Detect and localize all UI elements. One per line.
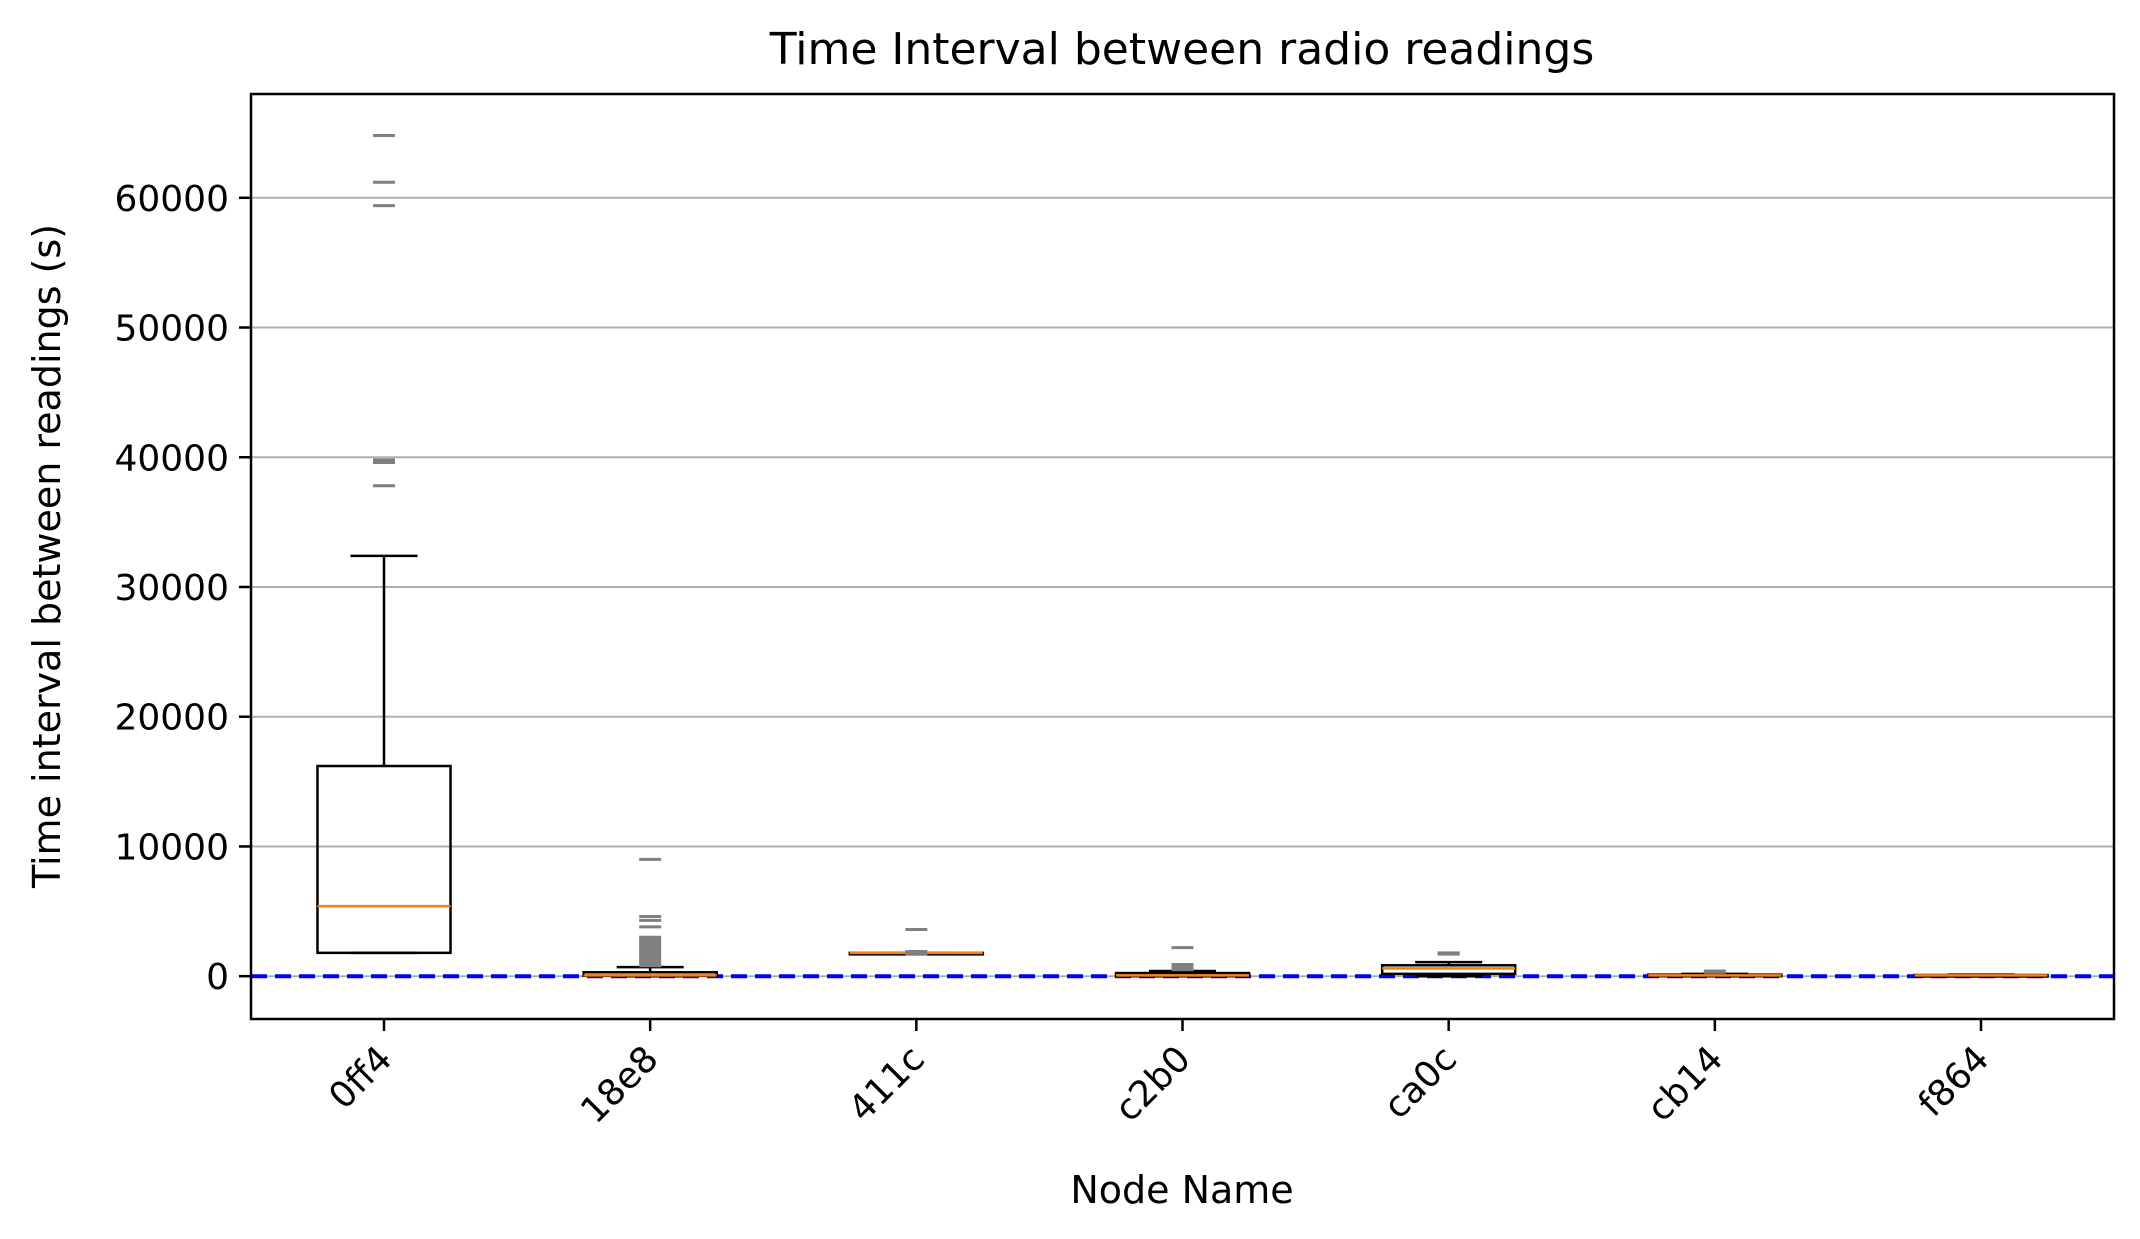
y-tick-label: 40000 <box>114 438 229 479</box>
y-axis-label: Time interval between readings (s) <box>25 224 69 889</box>
x-tick-label: 18e8 <box>573 1038 666 1131</box>
chart-title: Time Interval between radio readings <box>769 24 1595 75</box>
grid-lines <box>251 196 2114 978</box>
box-iqr <box>316 764 452 955</box>
box-cb14 <box>1647 969 1783 978</box>
y-tick-label: 60000 <box>114 179 229 220</box>
x-axis-label: Node Name <box>1070 1168 1293 1212</box>
box-series <box>316 134 2049 978</box>
y-tick-label: 10000 <box>114 827 229 868</box>
y-tick-label: 30000 <box>114 568 229 609</box>
y-tick-label: 50000 <box>114 309 229 350</box>
y-axis: 0 10000 20000 30000 40000 50000 60000 <box>114 179 251 998</box>
x-tick-label: c2b0 <box>1107 1038 1199 1130</box>
box-411c <box>848 927 985 956</box>
box-c2b0 <box>1114 946 1251 978</box>
plot-frame <box>249 92 2116 1021</box>
x-tick-label: ca0c <box>1376 1038 1465 1127</box>
x-tick-label: 0ff4 <box>321 1038 400 1117</box>
x-tick-label: f864 <box>1911 1038 1998 1125</box>
box-18e8 <box>582 857 718 978</box>
x-tick-label: cb14 <box>1640 1038 1732 1130</box>
x-axis: 0ff4 18e8 411c c2b0 ca0c cb14 f864 <box>321 1019 1997 1132</box>
box-0ff4 <box>316 134 452 955</box>
y-tick-label: 20000 <box>114 698 229 739</box>
y-tick-label: 0 <box>206 957 229 998</box>
box-ca0c <box>1380 951 1517 978</box>
x-tick-label: 411c <box>841 1038 933 1130</box>
box-f864 <box>1913 973 2049 978</box>
